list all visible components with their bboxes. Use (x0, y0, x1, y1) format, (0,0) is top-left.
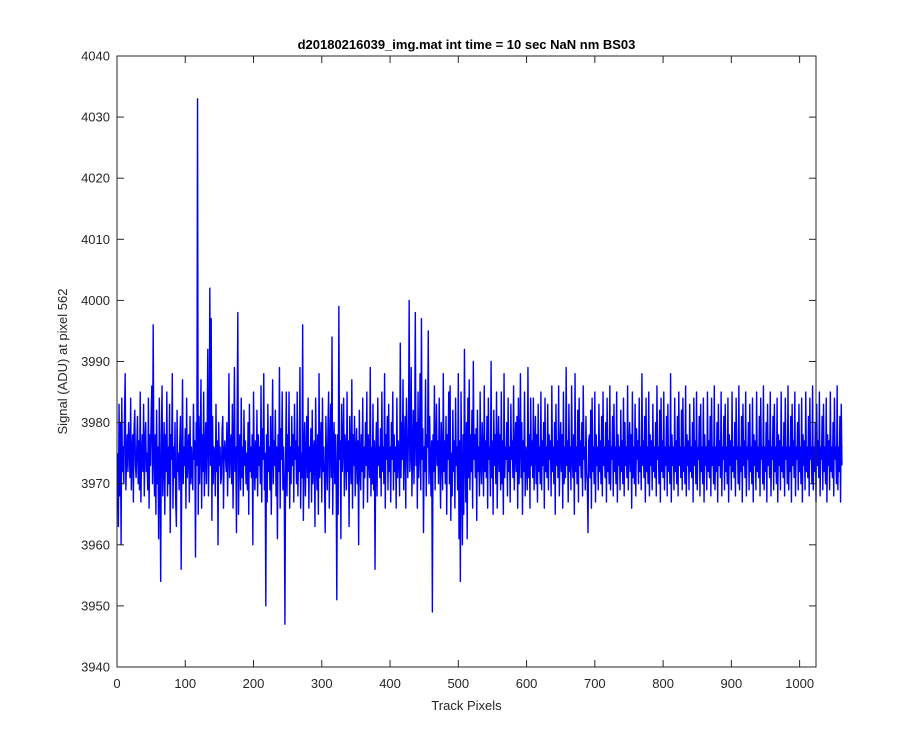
x-tick-label: 200 (243, 676, 265, 691)
y-tick-label: 3940 (81, 660, 110, 675)
y-axis-title: Signal (ADU) at pixel 562 (55, 289, 70, 435)
x-tick-label: 900 (721, 676, 743, 691)
y-tick-label: 3950 (81, 598, 110, 613)
y-tick-label: 4020 (81, 171, 110, 186)
x-tick-label: 500 (447, 676, 469, 691)
x-tick-label: 800 (652, 676, 674, 691)
series-line-1 (116, 98, 843, 625)
y-tick-label: 3960 (81, 537, 110, 552)
y-tick-label: 3970 (81, 476, 110, 491)
plot-area (117, 56, 816, 667)
axes-layer: 0 100 200 300 400 500 600 700 800 900 1000 3940 3950… (81, 49, 817, 691)
x-tick-label: 700 (584, 676, 606, 691)
y-tick-label: 3980 (81, 415, 110, 430)
x-tick-label: 300 (311, 676, 333, 691)
x-tick-label: 0 (113, 676, 120, 691)
y-tick-label: 3990 (81, 354, 110, 369)
chart-title: d20180216039_img.mat int time = 10 sec N… (298, 37, 636, 52)
y-tick-label: 4040 (81, 49, 110, 64)
x-tick-label: 600 (516, 676, 538, 691)
y-tick-label: 4000 (81, 293, 110, 308)
x-tick-label: 100 (174, 676, 196, 691)
y-tick-label: 4030 (81, 110, 110, 125)
y-tick-label: 4010 (81, 232, 110, 247)
x-axis-title: Track Pixels (431, 698, 502, 713)
x-tick-label: 1000 (785, 676, 814, 691)
x-tick-label: 400 (379, 676, 401, 691)
series-layer (116, 98, 843, 625)
